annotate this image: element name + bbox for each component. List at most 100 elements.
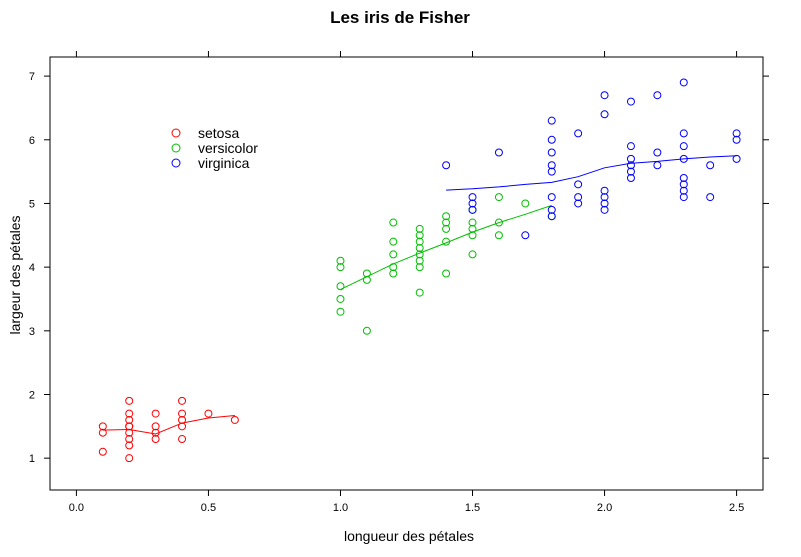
data-point-versicolor — [362, 275, 371, 284]
data-point-virginica — [626, 97, 635, 106]
plot-panel: 0.0 0.5 1.0 1.5 2.0 2.5 1 2 3 4 5 6 7 setosaversicolo… — [29, 51, 769, 514]
data-point-setosa — [125, 409, 134, 418]
data-point-virginica — [679, 142, 688, 151]
legend-marker-virginica — [171, 158, 181, 168]
data-point-versicolor — [415, 237, 424, 246]
smooth-line-virginica — [446, 155, 737, 191]
y-tick-label: 2 — [29, 389, 35, 401]
data-point-virginica — [547, 148, 556, 157]
data-point-virginica — [574, 180, 583, 189]
data-point-virginica — [679, 129, 688, 138]
data-point-versicolor — [415, 256, 424, 265]
data-point-versicolor — [494, 218, 503, 227]
data-point-virginica — [521, 231, 530, 240]
data-point-virginica — [679, 186, 688, 195]
data-point-versicolor — [415, 288, 424, 297]
data-point-virginica — [626, 167, 635, 176]
data-point-virginica — [679, 154, 688, 163]
data-point-versicolor — [442, 224, 451, 233]
plot-border — [49, 56, 764, 491]
data-point-virginica — [653, 91, 662, 100]
data-point-virginica — [468, 199, 477, 208]
data-point-versicolor — [389, 263, 398, 272]
y-axis-label: largeur des pétales — [7, 215, 23, 334]
data-point-setosa — [178, 435, 187, 444]
data-point-virginica — [600, 193, 609, 202]
data-point-setosa — [151, 422, 160, 431]
data-point-versicolor — [389, 250, 398, 259]
data-point-setosa — [98, 422, 107, 431]
legend-label-setosa: setosa — [198, 125, 239, 141]
x-tick-label: 1.0 — [333, 502, 348, 514]
data-point-virginica — [626, 173, 635, 182]
data-point-virginica — [600, 91, 609, 100]
legend-marker-setosa — [171, 128, 181, 138]
data-point-setosa — [204, 409, 213, 418]
data-point-versicolor — [336, 282, 345, 291]
legend-label-virginica: virginica — [198, 155, 250, 171]
data-point-setosa — [230, 415, 239, 424]
data-point-virginica — [706, 161, 715, 170]
data-point-versicolor — [442, 212, 451, 221]
data-point-versicolor — [468, 250, 477, 259]
data-point-virginica — [732, 154, 741, 163]
data-point-virginica — [547, 116, 556, 125]
y-tick-label: 1 — [29, 453, 35, 465]
data-point-virginica — [600, 186, 609, 195]
x-axis-label: longueur des pétales — [344, 528, 474, 544]
data-point-setosa — [125, 428, 134, 437]
data-point-setosa — [125, 396, 134, 405]
data-point-versicolor — [362, 326, 371, 335]
data-point-setosa — [98, 428, 107, 437]
data-point-versicolor — [442, 237, 451, 246]
data-point-virginica — [732, 129, 741, 138]
x-tick-label: 1.5 — [465, 502, 480, 514]
smooth-line-versicolor — [340, 204, 552, 290]
data-point-versicolor — [494, 193, 503, 202]
data-point-setosa — [178, 409, 187, 418]
data-point-setosa — [151, 409, 160, 418]
data-point-virginica — [679, 78, 688, 87]
data-point-setosa — [125, 415, 134, 424]
data-point-versicolor — [336, 256, 345, 265]
x-tick-label: 0.0 — [69, 502, 84, 514]
data-point-setosa — [151, 428, 160, 437]
data-point-virginica — [574, 193, 583, 202]
data-point-versicolor — [389, 218, 398, 227]
data-point-versicolor — [468, 231, 477, 240]
data-point-virginica — [547, 193, 556, 202]
data-point-virginica — [626, 161, 635, 170]
data-point-versicolor — [389, 269, 398, 278]
data-point-versicolor — [442, 218, 451, 227]
data-point-virginica — [547, 167, 556, 176]
data-point-virginica — [679, 180, 688, 189]
data-point-setosa — [151, 435, 160, 444]
data-point-virginica — [547, 212, 556, 221]
data-point-virginica — [653, 148, 662, 157]
data-point-versicolor — [336, 307, 345, 316]
data-point-versicolor — [362, 269, 371, 278]
data-point-virginica — [679, 173, 688, 182]
data-point-setosa — [125, 422, 134, 431]
data-point-versicolor — [415, 244, 424, 253]
data-point-versicolor — [336, 263, 345, 272]
x-tick-label: 2.5 — [729, 502, 744, 514]
data-point-setosa — [178, 415, 187, 424]
legend-marker-versicolor — [171, 143, 181, 153]
y-tick-label: 3 — [29, 326, 35, 338]
data-point-virginica — [547, 161, 556, 170]
legend-label-versicolor: versicolor — [198, 140, 258, 156]
data-point-setosa — [178, 396, 187, 405]
data-point-virginica — [574, 199, 583, 208]
data-point-virginica — [732, 135, 741, 144]
data-point-virginica — [574, 129, 583, 138]
data-point-versicolor — [415, 263, 424, 272]
data-point-virginica — [626, 154, 635, 163]
x-tick-label: 2.0 — [597, 502, 612, 514]
data-point-virginica — [626, 142, 635, 151]
data-point-setosa — [125, 454, 134, 463]
data-point-versicolor — [415, 224, 424, 233]
data-point-virginica — [653, 161, 662, 170]
